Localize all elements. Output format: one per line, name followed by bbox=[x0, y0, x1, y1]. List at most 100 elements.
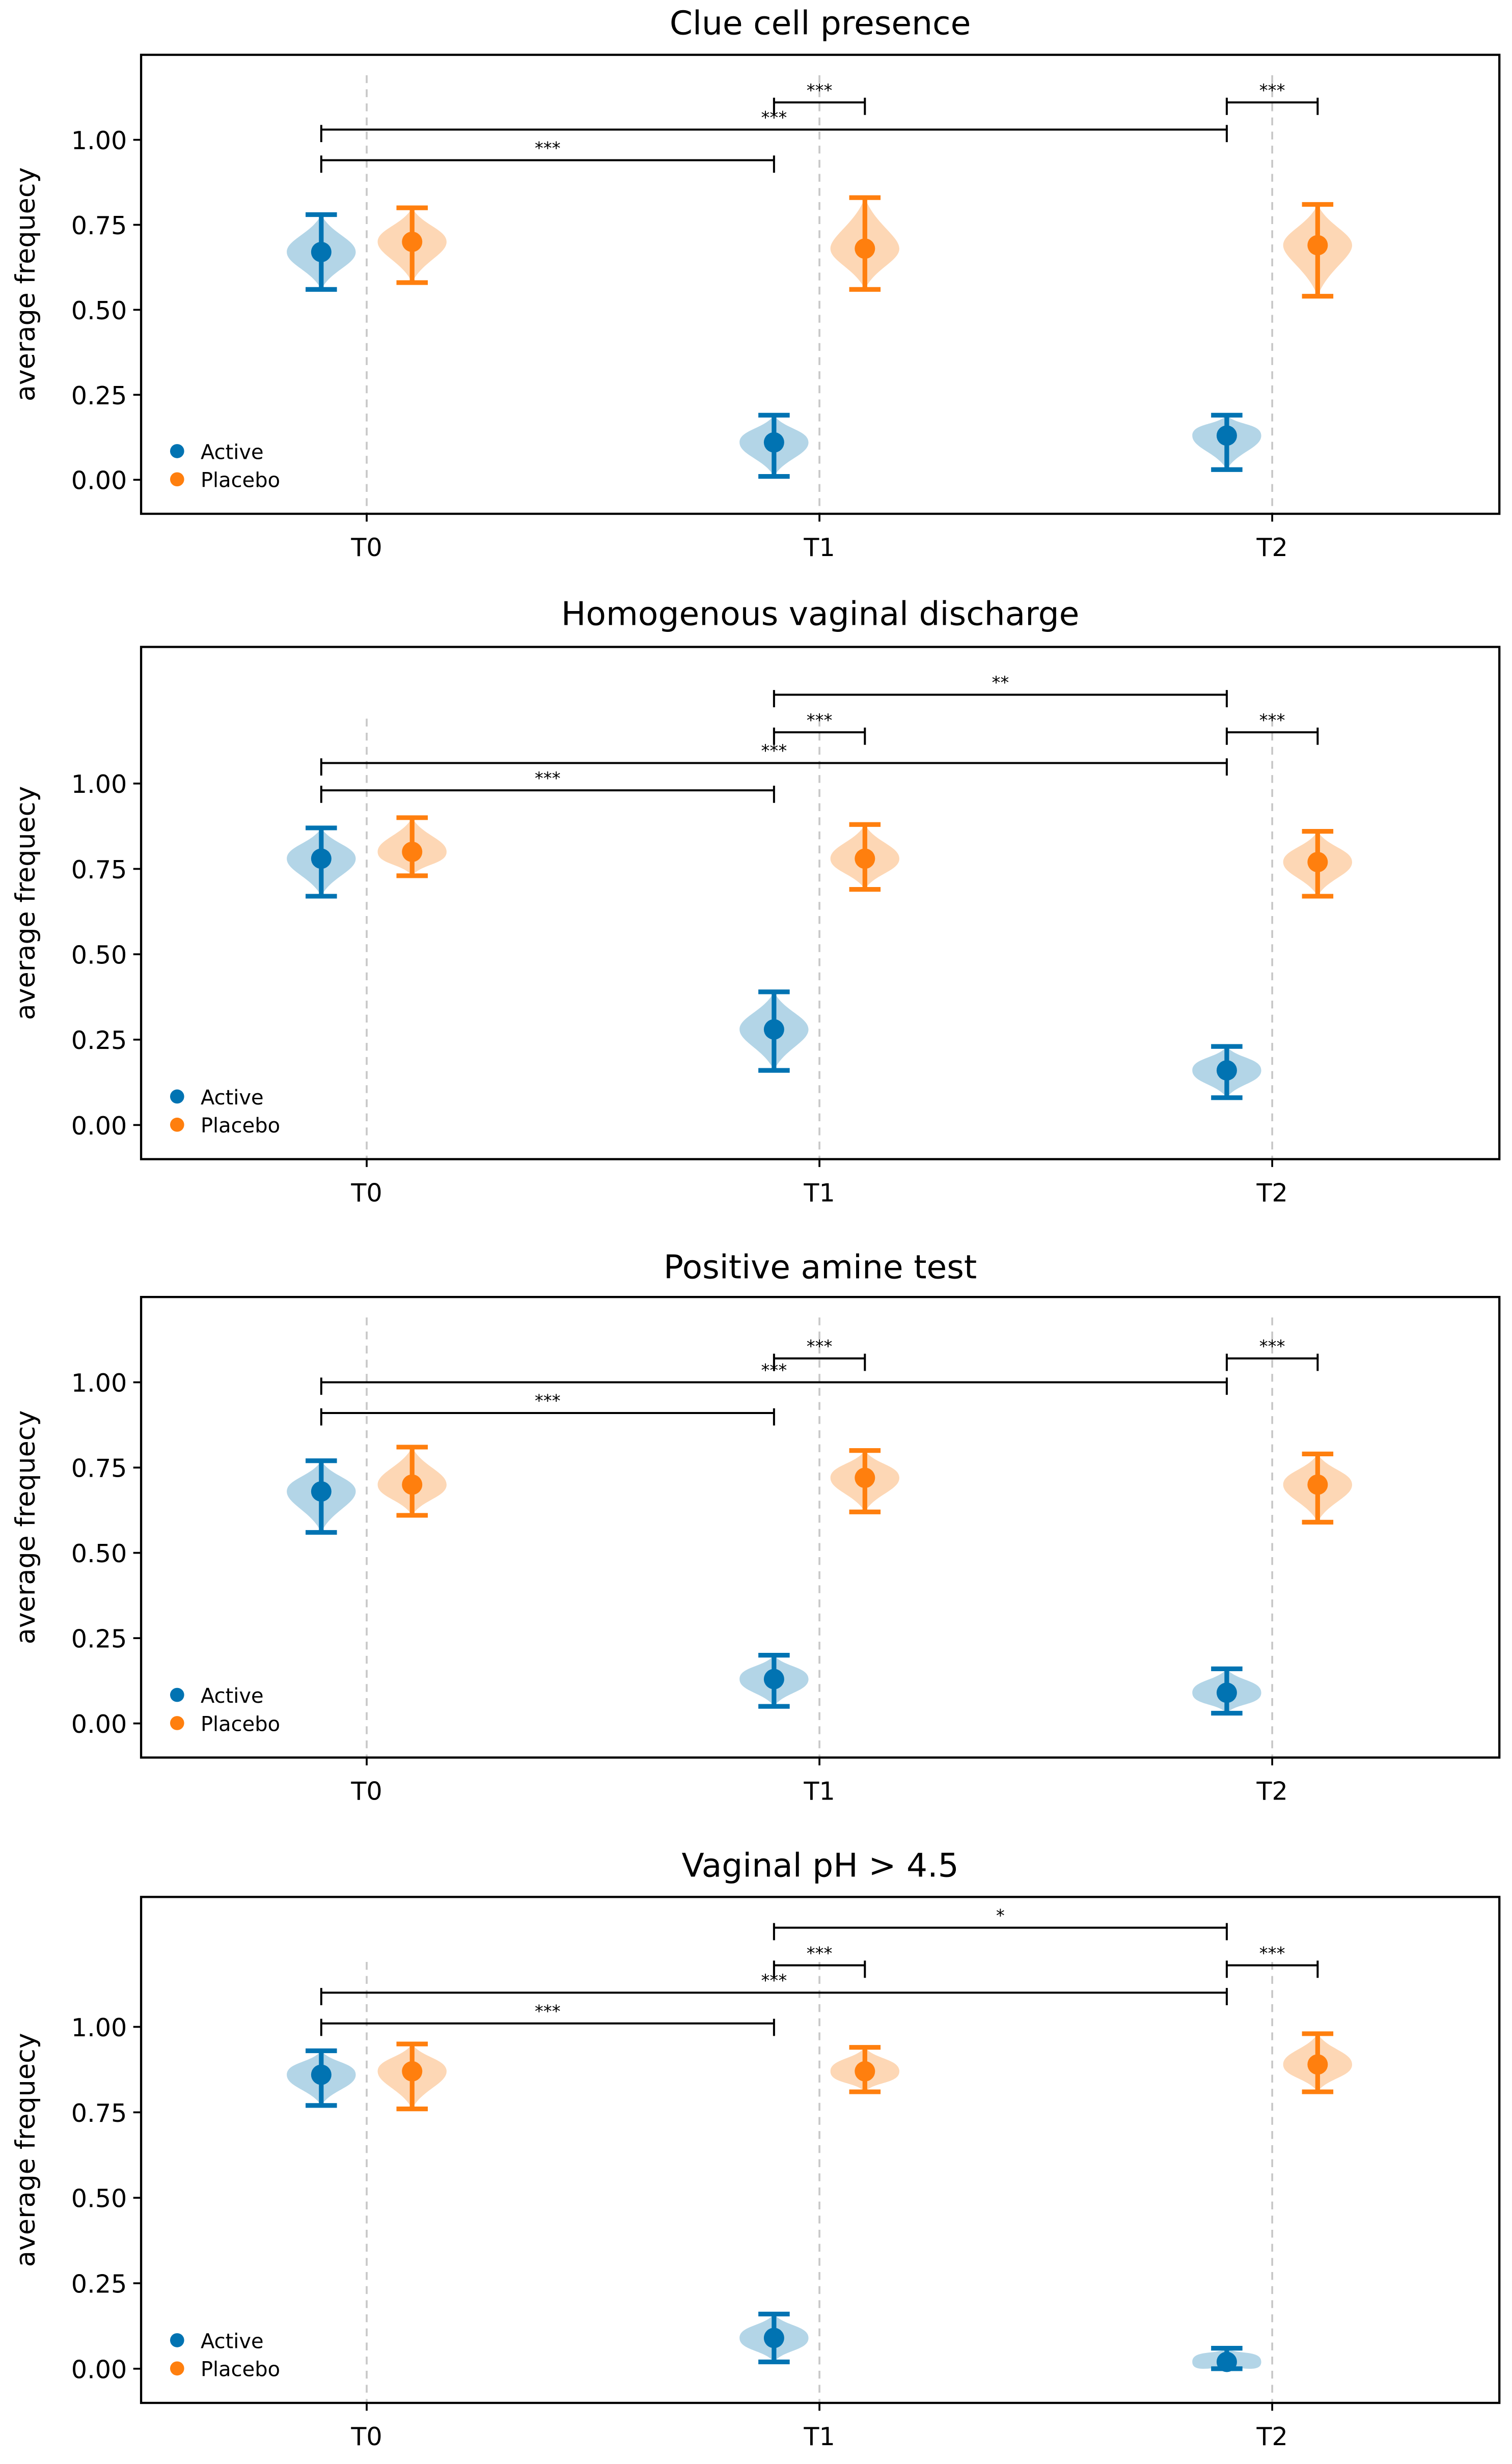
significance-label: *** bbox=[535, 1391, 561, 1411]
legend-label-placebo: Placebo bbox=[201, 2358, 280, 2382]
placebo-mean-point bbox=[855, 1468, 875, 1488]
significance-bracket bbox=[773, 1353, 866, 1371]
significance-bracket bbox=[1225, 97, 1319, 115]
significance-label: *** bbox=[807, 80, 833, 100]
significance-label: *** bbox=[761, 1971, 787, 1990]
legend-marker-active bbox=[170, 1687, 184, 1702]
significance-label: ** bbox=[992, 673, 1009, 693]
placebo-mean-point bbox=[402, 231, 423, 252]
x-tick-label: T0 bbox=[350, 1777, 382, 1806]
significance-bracket bbox=[1225, 727, 1319, 745]
legend-marker-active bbox=[170, 1089, 184, 1104]
y-tick-label: 0.25 bbox=[71, 381, 127, 410]
legend-marker-active bbox=[170, 444, 184, 458]
significance-label: *** bbox=[535, 138, 561, 158]
x-tick-label: T2 bbox=[1256, 533, 1287, 562]
x-tick-label: T0 bbox=[350, 2422, 382, 2451]
y-tick-label: 0.50 bbox=[71, 1539, 127, 1568]
chart-title: Homogenous vaginal discharge bbox=[561, 595, 1079, 633]
active-mean-point bbox=[763, 1019, 784, 1040]
significance-label: * bbox=[996, 1906, 1005, 1926]
x-tick-label: T1 bbox=[803, 2422, 835, 2451]
y-tick-label: 0.75 bbox=[71, 211, 127, 240]
significance-label: *** bbox=[761, 107, 787, 127]
x-tick-label: T2 bbox=[1256, 1777, 1287, 1806]
significance-bracket bbox=[773, 727, 866, 745]
y-tick-label: 0.00 bbox=[71, 1111, 127, 1141]
significance-label: *** bbox=[535, 2001, 561, 2021]
active-mean-point bbox=[763, 2328, 784, 2348]
legend-label-active: Active bbox=[201, 1086, 264, 1110]
y-tick-label: 0.75 bbox=[71, 2098, 127, 2128]
active-mean-point bbox=[1216, 425, 1237, 446]
active-mean-point bbox=[763, 432, 784, 453]
legend-marker-placebo bbox=[170, 1117, 184, 1132]
legend-label-placebo: Placebo bbox=[201, 469, 280, 492]
y-tick-label: 1.00 bbox=[71, 2013, 127, 2042]
y-tick-label: 0.50 bbox=[71, 2184, 127, 2213]
x-tick-label: T1 bbox=[803, 1178, 835, 1208]
y-tick-label: 0.25 bbox=[71, 1026, 127, 1055]
significance-bracket bbox=[773, 1923, 1228, 1941]
y-tick-label: 0.50 bbox=[71, 940, 127, 970]
placebo-mean-point bbox=[402, 1474, 423, 1495]
x-tick-label: T1 bbox=[803, 533, 835, 562]
placebo-mean-point bbox=[1307, 235, 1328, 256]
active-mean-point bbox=[311, 2064, 332, 2085]
active-mean-point bbox=[763, 1669, 784, 1690]
significance-bracket bbox=[1225, 1353, 1319, 1371]
chart-panel-4: Vaginal pH > 4.5 0.00 0.25 0.50 0.75 1.00 T0 T1… bbox=[10, 1846, 1501, 2451]
placebo-mean-point bbox=[402, 2061, 423, 2082]
x-tick-label: T0 bbox=[350, 1178, 382, 1208]
significance-label: *** bbox=[761, 741, 787, 761]
y-tick-label: 0.00 bbox=[71, 2355, 127, 2384]
chart-title: Clue cell presence bbox=[670, 5, 971, 43]
chart-panel-3: Positive amine test 0.00 0.25 0.50 0.75 1.00 T… bbox=[10, 1248, 1501, 1806]
x-tick-label: T0 bbox=[350, 533, 382, 562]
significance-bracket bbox=[320, 1988, 1228, 2005]
significance-bracket bbox=[773, 1960, 866, 1978]
chart-panel-2: Homogenous vaginal discharge 0.00 0.25 0.50… bbox=[10, 595, 1501, 1208]
significance-label: *** bbox=[807, 710, 833, 730]
significance-bracket bbox=[320, 785, 775, 803]
significance-bracket bbox=[320, 1377, 1228, 1395]
placebo-mean-point bbox=[855, 238, 875, 259]
placebo-mean-point bbox=[1307, 1474, 1328, 1495]
y-tick-label: 0.00 bbox=[71, 1709, 127, 1739]
x-tick-label: T1 bbox=[803, 1777, 835, 1806]
active-mean-point bbox=[1216, 1060, 1237, 1081]
legend-label-placebo: Placebo bbox=[201, 1712, 280, 1736]
y-tick-label: 1.00 bbox=[71, 1368, 127, 1398]
y-axis-label: average frequecy bbox=[10, 786, 41, 1020]
chart-title: Positive amine test bbox=[664, 1248, 977, 1286]
significance-label: *** bbox=[1259, 1336, 1285, 1356]
significance-bracket bbox=[773, 690, 1228, 708]
y-tick-label: 1.00 bbox=[71, 769, 127, 799]
placebo-mean-point bbox=[402, 841, 423, 862]
significance-bracket bbox=[320, 125, 1228, 143]
y-tick-label: 0.25 bbox=[71, 2269, 127, 2299]
x-tick-label: T2 bbox=[1256, 2422, 1287, 2451]
y-axis-label: average frequecy bbox=[10, 167, 41, 401]
active-mean-point bbox=[311, 848, 332, 869]
significance-bracket bbox=[320, 155, 775, 173]
significance-label: *** bbox=[1259, 710, 1285, 730]
y-tick-label: 0.50 bbox=[71, 296, 127, 325]
chart-panel-1: Clue cell presence 0.00 0.25 0.50 0.75 1.00 T0… bbox=[10, 5, 1501, 562]
significance-label: *** bbox=[807, 1943, 833, 1963]
legend-marker-active bbox=[170, 2333, 184, 2347]
placebo-mean-point bbox=[1307, 2054, 1328, 2075]
legend-marker-placebo bbox=[170, 2361, 184, 2376]
significance-label: *** bbox=[1259, 80, 1285, 100]
significance-bracket bbox=[320, 1408, 775, 1426]
significance-bracket bbox=[1225, 1960, 1319, 1978]
legend-label-placebo: Placebo bbox=[201, 1114, 280, 1138]
significance-bracket bbox=[320, 2018, 775, 2036]
y-axis-label: average frequecy bbox=[10, 2033, 41, 2267]
y-tick-label: 0.75 bbox=[71, 855, 127, 884]
active-mean-point bbox=[311, 1481, 332, 1502]
active-mean-point bbox=[1216, 1682, 1237, 1703]
y-tick-label: 0.75 bbox=[71, 1454, 127, 1483]
y-tick-label: 0.00 bbox=[71, 466, 127, 495]
